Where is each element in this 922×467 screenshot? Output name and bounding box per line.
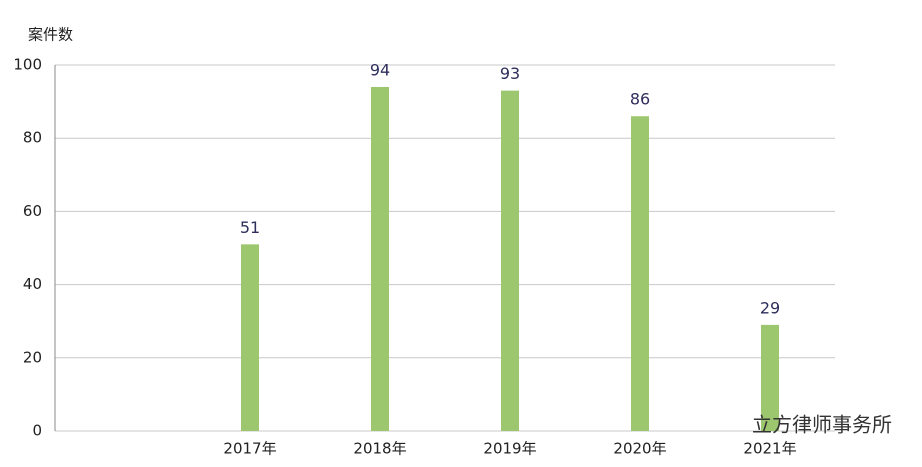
x-tick-label: 2017年	[223, 440, 276, 458]
x-tick-label: 2021年	[743, 440, 796, 458]
data-label: 29	[760, 298, 780, 317]
y-tick-label: 0	[32, 422, 42, 440]
data-label: 93	[500, 64, 520, 83]
y-tick-label: 60	[23, 202, 42, 220]
data-label: 86	[630, 90, 650, 109]
bar	[761, 324, 779, 431]
x-tick-label: 2020年	[613, 440, 666, 458]
data-label: 51	[240, 218, 260, 237]
watermark: 立方律师事务所	[752, 413, 892, 437]
y-axis-label: 案件数	[28, 26, 73, 44]
bar	[241, 244, 259, 431]
bar	[371, 86, 389, 432]
data-label: 94	[370, 60, 390, 79]
y-tick-label: 80	[23, 129, 42, 147]
y-tick-label: 20	[23, 348, 42, 366]
bar	[631, 116, 649, 432]
y-tick-label: 100	[13, 56, 42, 74]
bar	[501, 90, 519, 432]
x-tick-label: 2018年	[353, 440, 406, 458]
y-tick-label: 40	[23, 275, 42, 293]
x-tick-label: 2019年	[483, 440, 536, 458]
